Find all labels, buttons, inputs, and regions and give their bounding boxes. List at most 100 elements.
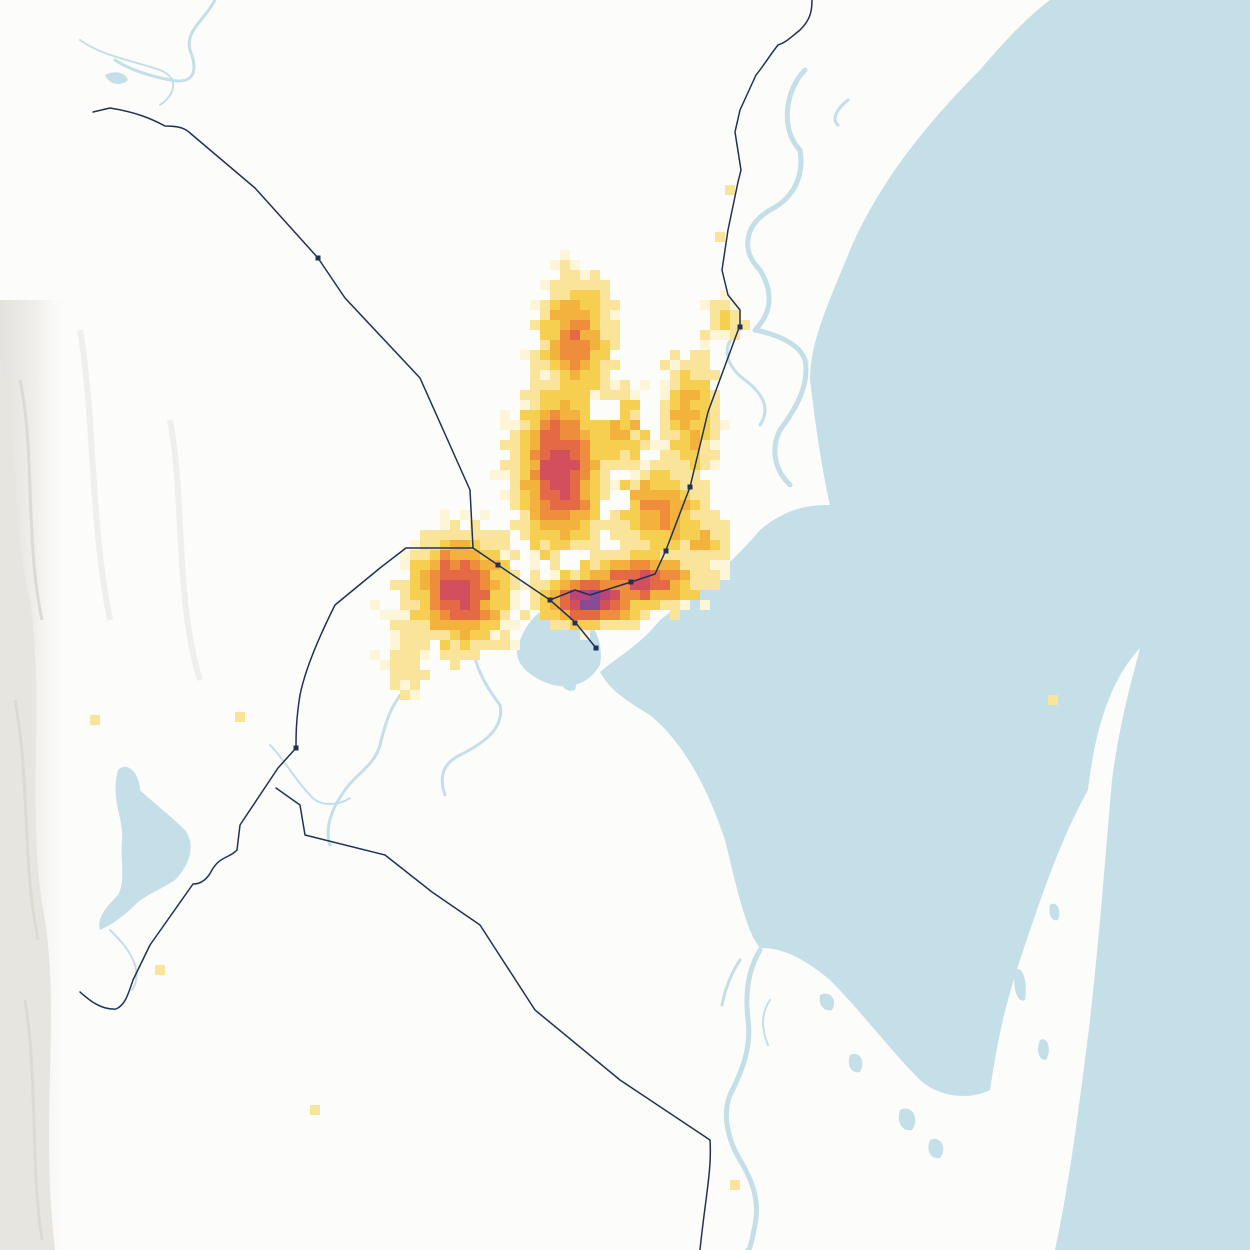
density-cell <box>390 650 400 660</box>
density-cell <box>470 650 480 660</box>
density-cell <box>570 370 580 380</box>
density-cell <box>610 440 620 450</box>
density-cell <box>540 510 550 520</box>
density-cell <box>560 400 570 410</box>
density-cell <box>620 450 630 460</box>
station-marker[interactable] <box>315 255 321 261</box>
station-marker[interactable] <box>593 645 599 651</box>
station-marker[interactable] <box>293 745 299 751</box>
river-south-west <box>440 638 503 797</box>
density-cell <box>640 380 650 390</box>
density-cell <box>530 390 540 400</box>
density-cell <box>520 410 530 420</box>
density-cell <box>470 570 480 580</box>
station-marker[interactable] <box>737 324 743 330</box>
density-cell <box>470 550 480 560</box>
density-cell <box>680 500 690 510</box>
density-cell <box>720 570 730 580</box>
density-cell <box>410 550 420 560</box>
density-cell <box>460 620 470 630</box>
station-marker[interactable] <box>495 562 501 568</box>
density-cell <box>460 580 470 590</box>
station-marker[interactable] <box>687 484 693 490</box>
density-cell <box>590 310 600 320</box>
density-cell <box>550 450 560 460</box>
density-cell <box>500 590 510 600</box>
density-cell <box>440 620 450 630</box>
density-cell <box>710 530 720 540</box>
density-cell <box>700 530 710 540</box>
density-cell <box>660 510 670 520</box>
density-cell <box>410 610 420 620</box>
density-cell <box>680 580 690 590</box>
density-cell <box>470 620 480 630</box>
density-cell <box>520 460 530 470</box>
density-cell <box>540 350 550 360</box>
density-cell <box>690 520 700 530</box>
density-cell <box>430 590 440 600</box>
density-cell <box>690 370 700 380</box>
density-cell <box>640 580 650 590</box>
station-marker[interactable] <box>628 579 634 585</box>
density-cell <box>420 580 430 590</box>
station-marker[interactable] <box>547 597 553 603</box>
density-cell <box>570 390 580 400</box>
density-cell <box>660 590 670 600</box>
density-cell <box>590 540 600 550</box>
density-cell <box>550 380 560 390</box>
density-cell <box>660 430 670 440</box>
density-cell <box>710 540 720 550</box>
density-cell <box>560 280 570 290</box>
density-cell <box>440 550 450 560</box>
density-cell <box>600 280 610 290</box>
density-cell <box>590 370 600 380</box>
density-cell <box>560 360 570 370</box>
density-cell <box>570 410 580 420</box>
density-cell <box>640 440 650 450</box>
density-cell <box>630 450 640 460</box>
density-cell <box>590 380 600 390</box>
density-cell <box>620 410 630 420</box>
density-cell <box>530 520 540 530</box>
density-cell <box>400 630 410 640</box>
density-cell <box>710 460 720 470</box>
density-cell <box>720 330 730 340</box>
density-cell <box>580 600 590 610</box>
density-cell <box>450 630 460 640</box>
density-cell <box>590 360 600 370</box>
density-cell <box>610 520 620 530</box>
density-cell <box>440 580 450 590</box>
density-cell <box>450 570 460 580</box>
density-cell <box>410 580 420 590</box>
density-cell <box>710 520 720 530</box>
station-marker[interactable] <box>572 620 578 626</box>
density-cell <box>490 550 500 560</box>
density-cell <box>710 570 720 580</box>
density-cell <box>610 560 620 570</box>
density-cell <box>580 350 590 360</box>
density-cell <box>560 290 570 300</box>
density-cell <box>710 450 720 460</box>
density-cell <box>620 460 630 470</box>
density-cell <box>560 580 570 590</box>
density-cell <box>610 530 620 540</box>
density-cell <box>410 560 420 570</box>
station-marker[interactable] <box>663 548 669 554</box>
density-cell <box>590 590 600 600</box>
density-cell <box>680 390 690 400</box>
density-cell <box>580 360 590 370</box>
density-cell <box>690 350 700 360</box>
density-cell <box>600 340 610 350</box>
density-cell <box>490 560 500 570</box>
density-cell <box>660 360 670 370</box>
density-cell <box>620 560 630 570</box>
density-cell <box>660 570 670 580</box>
density-cell <box>690 530 700 540</box>
density-cell <box>570 340 580 350</box>
density-cell <box>560 570 570 580</box>
density-cell <box>710 440 720 450</box>
density-cell <box>620 610 630 620</box>
density-cell <box>650 490 660 500</box>
